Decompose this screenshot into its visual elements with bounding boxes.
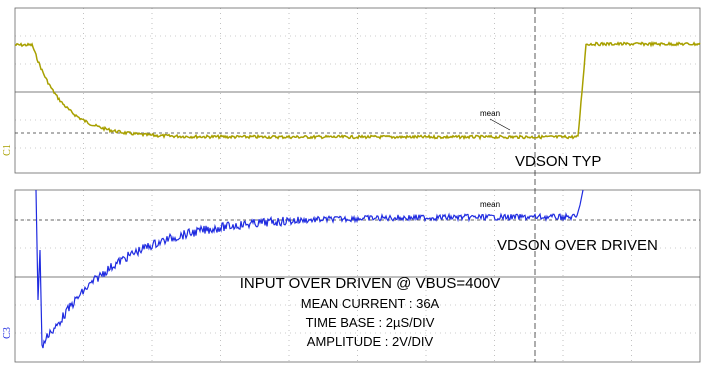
mean-label: mean	[480, 109, 500, 118]
channel-label: C1	[2, 144, 13, 156]
note: MEAN CURRENT : 36A	[301, 296, 440, 311]
scope-screenshot: C1 C3 mean mean VDSON TYP VDSON OVER DRI…	[0, 0, 709, 366]
mean-pointer	[490, 119, 510, 130]
mean-label: mean	[480, 200, 500, 209]
annotation: VDSON OVER DRIVEN	[497, 237, 658, 254]
channel-label: C3	[2, 327, 13, 339]
note: AMPLITUDE : 2V/DIV	[307, 334, 434, 349]
note: TIME BASE : 2µS/DIV	[306, 315, 435, 330]
annotation: VDSON TYP	[515, 153, 601, 170]
yellow-trace	[15, 43, 700, 139]
note: INPUT OVER DRIVEN @ VBUS=400V	[240, 275, 500, 292]
